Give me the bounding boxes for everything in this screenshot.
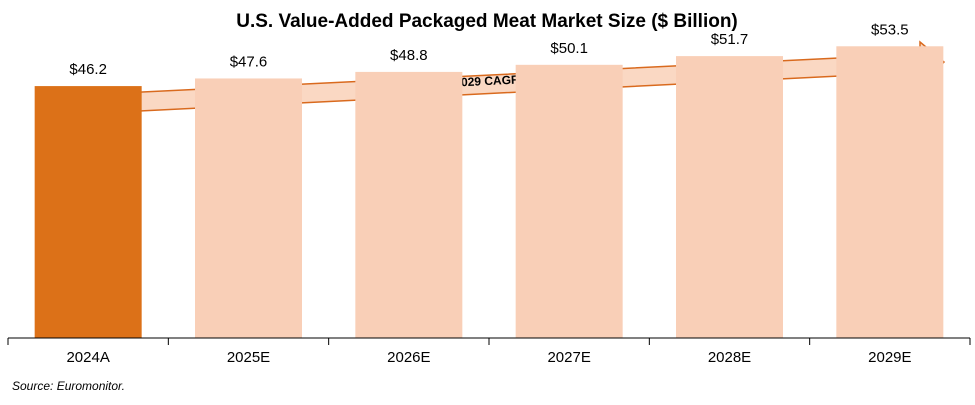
x-tick-label-2027E: 2027E xyxy=(547,349,590,366)
value-label-2028E: $51.7 xyxy=(711,31,749,48)
x-axis-labels: 2024A 2025E 2026E 2027E 2028E 2029E xyxy=(66,349,911,366)
value-label-2025E: $47.6 xyxy=(230,53,268,70)
chart-title: U.S. Value-Added Packaged Meat Market Si… xyxy=(236,11,738,32)
bar-2029E xyxy=(836,46,944,338)
value-label-2027E: $50.1 xyxy=(550,40,588,57)
x-axis-ticks xyxy=(7,338,971,345)
bar-2026E xyxy=(355,71,463,338)
bar-2027E xyxy=(515,64,623,338)
value-label-2029E: $53.5 xyxy=(871,21,909,38)
x-tick-label-2029E: 2029E xyxy=(868,349,911,366)
source-note: Source: Euromonitor. xyxy=(12,379,125,393)
bar-2024A xyxy=(34,86,142,339)
x-tick-label-2024A: 2024A xyxy=(66,349,109,366)
x-tick-label-2025E: 2025E xyxy=(227,349,270,366)
bars-group xyxy=(34,46,944,339)
value-labels-group: $46.2 $47.6 $48.8 $50.1 $51.7 $53.5 xyxy=(69,21,908,78)
value-label-2026E: $48.8 xyxy=(390,47,428,64)
value-label-2024A: $46.2 xyxy=(69,61,107,78)
bar-2028E xyxy=(676,56,783,338)
x-tick-label-2028E: 2028E xyxy=(708,349,751,366)
x-tick-label-2026E: 2026E xyxy=(387,349,430,366)
bar-2025E xyxy=(195,78,302,338)
